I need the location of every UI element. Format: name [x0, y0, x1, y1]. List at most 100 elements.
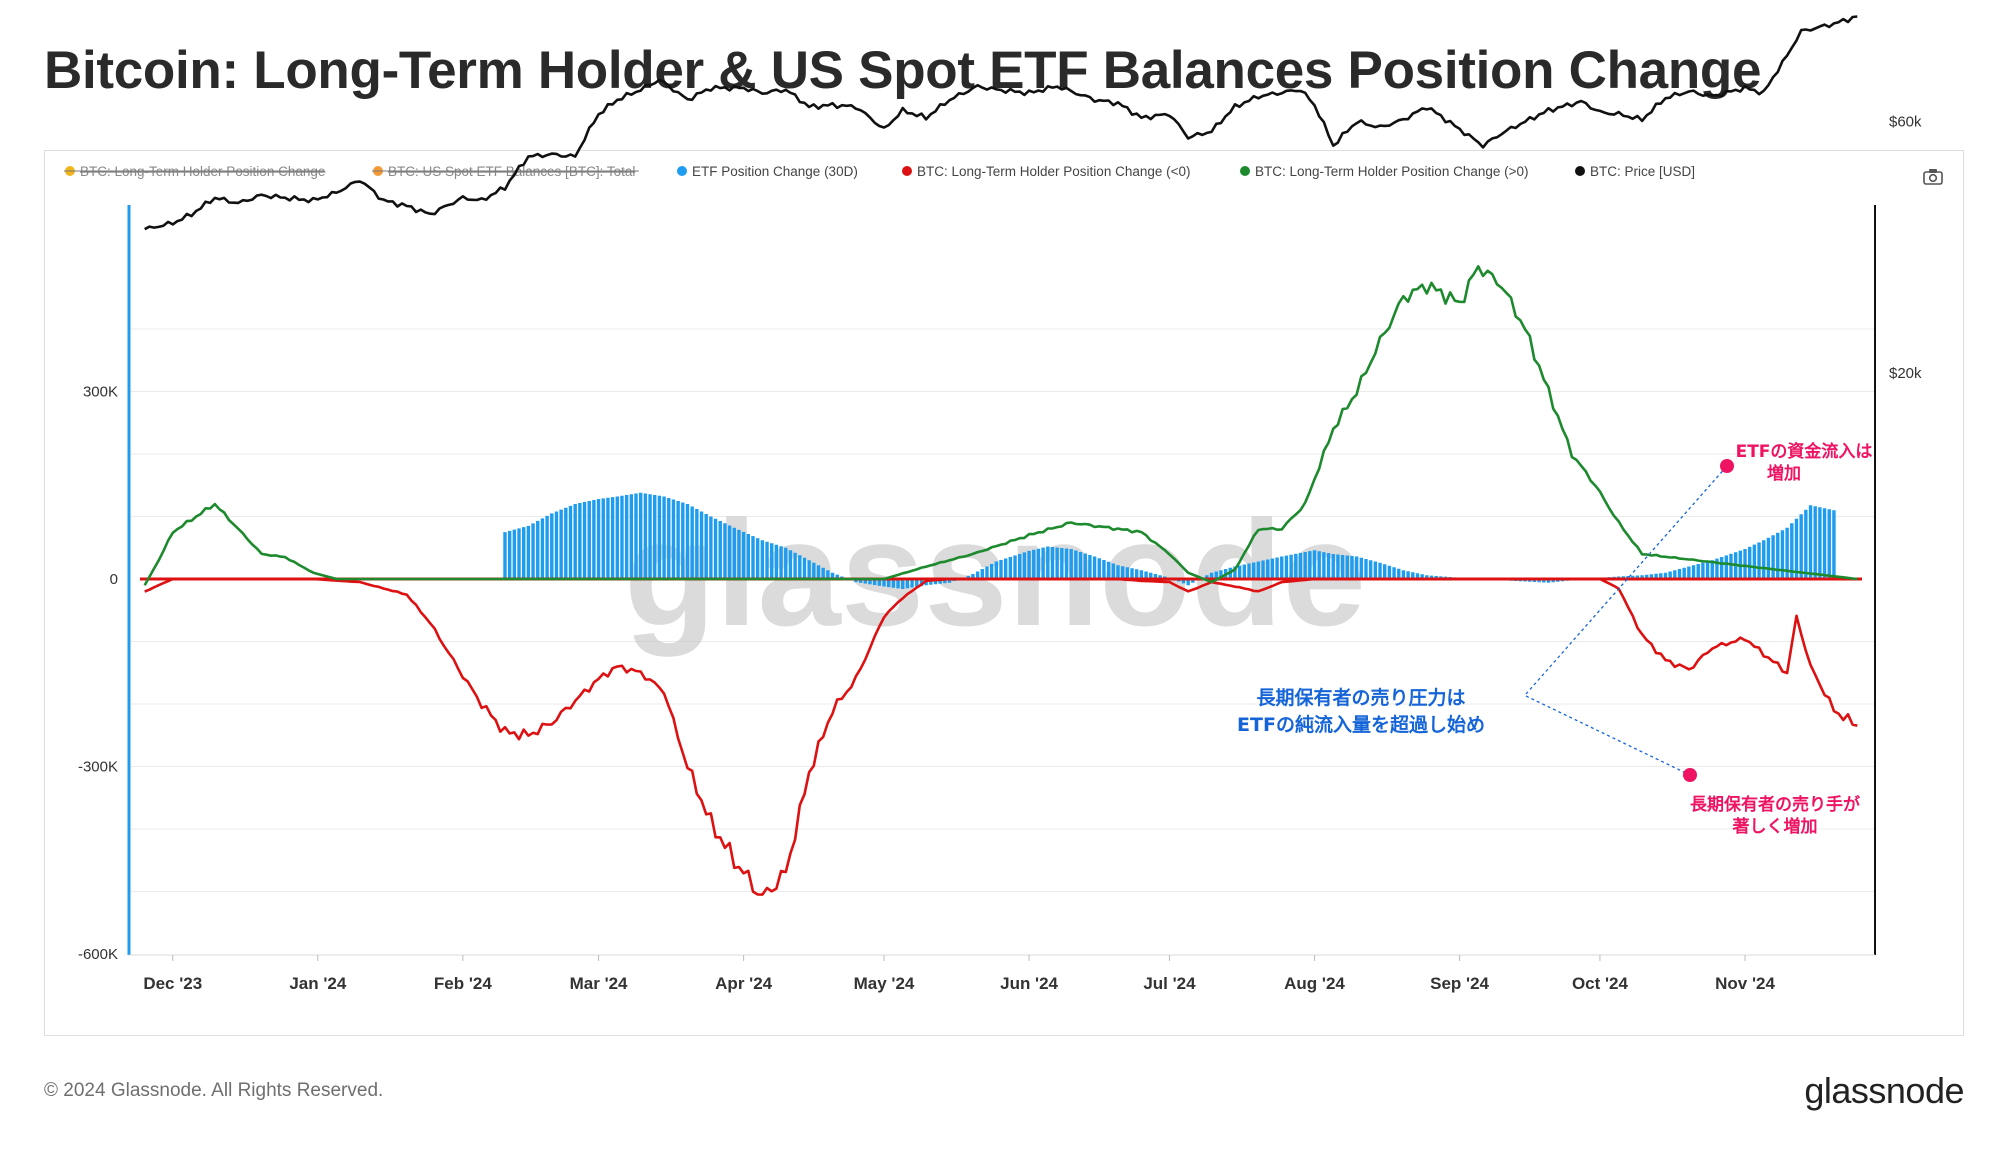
etf-bar: [718, 521, 722, 579]
etf-bar: [1013, 555, 1017, 579]
legend-label: BTC: Long-Term Holder Position Change (>…: [1255, 164, 1529, 179]
etf-bar: [1715, 558, 1719, 579]
legend-label: BTC: Long-Term Holder Position Change (<…: [917, 164, 1191, 179]
etf-bar: [620, 495, 624, 579]
etf-bar: [564, 507, 568, 579]
y-right-axis-labels: $60k $20k: [1889, 114, 1922, 382]
etf-bar: [1294, 553, 1298, 579]
etf-bar: [1387, 565, 1392, 579]
etf-bar: [1364, 559, 1368, 579]
etf-bar: [690, 506, 694, 579]
etf-bar: [1064, 548, 1069, 579]
etf-bar: [1808, 505, 1813, 579]
etf-bar: [1326, 553, 1331, 579]
legend-item-4[interactable]: BTC: Long-Term Holder Position Change (>…: [1240, 164, 1529, 179]
etf-bar: [1261, 560, 1265, 579]
legend-item-5[interactable]: BTC: Price [USD]: [1575, 164, 1695, 179]
y-tick-label: 300K: [83, 384, 118, 401]
legend-item-2[interactable]: ETF Position Change (30D): [677, 164, 858, 179]
etf-bar: [629, 494, 634, 579]
etf-bar: [1659, 573, 1663, 579]
x-tick-label: Jul '24: [1143, 974, 1196, 993]
etf-bar: [1729, 553, 1733, 579]
etf-bar: [1373, 561, 1378, 579]
y-right-tick-label: $20k: [1889, 365, 1922, 382]
etf-bar: [896, 579, 900, 589]
x-tick-label: Apr '24: [715, 974, 772, 993]
etf-bar: [1078, 552, 1083, 579]
etf-bar: [1766, 537, 1771, 579]
etf-bar: [1111, 563, 1116, 579]
etf-bar: [741, 531, 746, 579]
etf-bar: [634, 493, 638, 579]
etf-bar: [1331, 554, 1335, 579]
etf-bar: [653, 495, 657, 579]
legend-item-0[interactable]: BTC: Long-Term Holder Position Change: [64, 164, 325, 179]
etf-bar: [512, 529, 517, 579]
annotation-blue-line2: ETFの純流入量を超過し始め: [1237, 713, 1485, 736]
etf-bar: [774, 544, 779, 579]
etf-bar: [1359, 557, 1364, 579]
etf-bar: [1298, 552, 1303, 579]
etf-bar: [1191, 579, 1195, 583]
etf-bar: [1542, 579, 1546, 583]
legend-label: BTC: Price [USD]: [1590, 164, 1695, 179]
etf-bar: [1654, 573, 1658, 579]
etf-bar: [648, 494, 652, 579]
camera-icon[interactable]: [1923, 169, 1943, 185]
etf-bar: [1719, 557, 1724, 579]
etf-bar: [1401, 570, 1406, 579]
lth-seller-marker: [1683, 768, 1697, 782]
etf-bar: [1804, 509, 1808, 579]
legend-item-1[interactable]: BTC: US Spot ETF Balances [BTC]: Total: [372, 164, 639, 179]
etf-bar: [999, 559, 1003, 579]
etf-bar: [1312, 550, 1317, 579]
x-tick-label: Jan '24: [289, 974, 347, 993]
etf-bar: [891, 579, 896, 588]
etf-bar: [1219, 570, 1223, 579]
etf-bar: [643, 493, 648, 579]
etf-bar: [1724, 555, 1728, 579]
etf-bar: [975, 571, 980, 579]
etf-bar: [1546, 579, 1551, 583]
x-tick-label: Aug '24: [1284, 974, 1345, 993]
etf-bar: [1640, 575, 1644, 579]
etf-bar: [1270, 558, 1275, 579]
etf-bar: [868, 579, 872, 585]
etf-bar: [1247, 563, 1251, 579]
etf-bar: [1242, 564, 1247, 579]
etf-bar: [1074, 550, 1078, 579]
etf-bar: [1790, 523, 1794, 579]
etf-bar: [1785, 527, 1789, 579]
etf-bar: [1425, 575, 1429, 579]
etf-bar: [704, 514, 708, 579]
annotation-etf-line2: 増加: [1767, 463, 1801, 484]
x-axis-labels: Dec '23 Jan '24 Feb '24 Mar '24 Apr '24 May '…: [143, 955, 1775, 993]
etf-bar: [1762, 540, 1766, 579]
etf-bar: [1673, 570, 1677, 579]
etf-bar: [1813, 506, 1817, 579]
etf-bar: [1284, 555, 1289, 579]
etf-bar: [755, 538, 760, 579]
etf-bar: [503, 532, 507, 579]
etf-bar: [1106, 561, 1111, 579]
etf-bar: [989, 564, 994, 579]
etf-bar: [835, 574, 839, 579]
etf-bar: [872, 579, 877, 586]
etf-bar: [1083, 553, 1087, 579]
legend-item-3[interactable]: BTC: Long-Term Holder Position Change (<…: [902, 164, 1191, 179]
y-axis-labels: 300K 0 -300K -600K: [78, 384, 118, 964]
etf-bar: [1743, 549, 1747, 579]
etf-bar: [536, 520, 540, 579]
etf-bar: [1046, 546, 1050, 579]
etf-bar: [1822, 508, 1827, 579]
chart-frame: [44, 150, 1964, 1036]
etf-bar: [1827, 509, 1831, 579]
etf-bar: [882, 579, 886, 587]
etf-bar: [1429, 575, 1434, 579]
x-tick-label: Oct '24: [1572, 974, 1629, 993]
etf-bar: [1663, 572, 1668, 579]
annotation-blue-line1: 長期保有者の売り圧力は: [1256, 686, 1465, 709]
etf-bar: [1153, 574, 1158, 579]
etf-bar: [1181, 579, 1186, 584]
